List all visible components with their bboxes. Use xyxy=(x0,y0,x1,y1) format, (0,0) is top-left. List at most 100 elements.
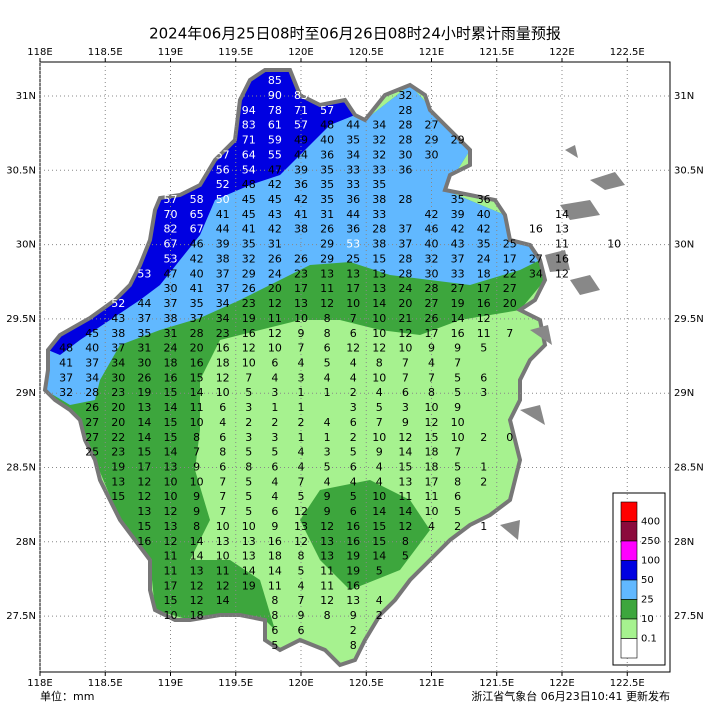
station-value: 83 xyxy=(242,119,256,132)
station-value: 19 xyxy=(242,312,256,325)
station-value: 67 xyxy=(164,238,178,251)
unit-label: 单位：mm xyxy=(40,689,94,703)
station-value: 5 xyxy=(271,446,278,459)
station-value: 8 xyxy=(376,356,383,369)
legend-swatch xyxy=(620,638,638,659)
station-value: 9 xyxy=(193,461,200,474)
station-value: 10 xyxy=(372,431,386,444)
station-value: 10 xyxy=(607,238,621,251)
station-value: 33 xyxy=(451,267,465,280)
station-value: 13 xyxy=(137,505,151,518)
station-value: 5 xyxy=(376,565,383,578)
station-value: 7 xyxy=(454,446,461,459)
station-value: 10 xyxy=(216,386,230,399)
lat-label: 28.5N xyxy=(674,463,704,474)
station-value: 11 xyxy=(268,312,282,325)
station-value: 82 xyxy=(164,223,178,236)
station-value: 12 xyxy=(137,490,151,503)
station-value: 16 xyxy=(555,252,569,265)
station-value: 13 xyxy=(190,565,204,578)
station-value: 12 xyxy=(320,297,334,310)
legend-label: 250 xyxy=(641,536,660,547)
station-value: 83 xyxy=(294,89,308,102)
station-value: 44 xyxy=(346,208,360,221)
station-value: 1 xyxy=(298,401,305,414)
station-value: 41 xyxy=(216,208,230,221)
station-value: 42 xyxy=(451,223,465,236)
station-value: 33 xyxy=(346,178,360,191)
station-value: 13 xyxy=(164,461,178,474)
station-value: 7 xyxy=(402,356,409,369)
station-value: 4 xyxy=(298,356,305,369)
station-value: 5 xyxy=(245,446,252,459)
station-value: 23 xyxy=(294,267,308,280)
station-value: 2 xyxy=(480,475,487,488)
lat-label: 28N xyxy=(16,537,36,548)
station-value: 12 xyxy=(555,267,569,280)
station-value: 7 xyxy=(219,490,226,503)
station-value: 12 xyxy=(320,594,334,607)
station-value: 5 xyxy=(454,386,461,399)
station-value: 70 xyxy=(164,208,178,221)
station-value: 5 xyxy=(245,505,252,518)
station-value: 32 xyxy=(398,89,412,102)
station-value: 28 xyxy=(85,386,99,399)
station-value: 11 xyxy=(216,565,230,578)
station-value: 44 xyxy=(346,119,360,132)
station-value: 12 xyxy=(164,535,178,548)
station-value: 48 xyxy=(242,178,256,191)
station-value: 42 xyxy=(190,252,204,265)
station-value: 59 xyxy=(268,134,282,147)
legend-swatch xyxy=(620,599,638,620)
station-value: 13 xyxy=(555,223,569,236)
station-value: 38 xyxy=(216,252,230,265)
station-value: 45 xyxy=(85,327,99,340)
station-value: 45 xyxy=(268,193,282,206)
station-value: 14 xyxy=(190,535,204,548)
station-value: 47 xyxy=(268,163,282,176)
station-value: 27 xyxy=(529,252,543,265)
station-value: 26 xyxy=(425,312,439,325)
station-value: 18 xyxy=(425,446,439,459)
station-value: 10 xyxy=(242,356,256,369)
station-value: 11 xyxy=(555,238,569,251)
station-value: 43 xyxy=(111,312,125,325)
station-value: 18 xyxy=(477,267,491,280)
station-value: 53 xyxy=(137,267,151,280)
station-value: 3 xyxy=(324,446,331,459)
station-value: 48 xyxy=(320,119,334,132)
station-value: 38 xyxy=(111,327,125,340)
station-value: 11 xyxy=(190,401,204,414)
station-value: 10 xyxy=(190,475,204,488)
station-value: 13 xyxy=(398,475,412,488)
station-value: 11 xyxy=(320,579,334,592)
station-value: 15 xyxy=(372,252,386,265)
station-value: 12 xyxy=(216,371,230,384)
lat-label: 30.5N xyxy=(674,165,704,176)
station-value: 4 xyxy=(376,594,383,607)
station-value: 15 xyxy=(164,431,178,444)
station-value: 22 xyxy=(503,267,517,280)
station-value: 35 xyxy=(477,238,491,251)
station-value: 11 xyxy=(320,282,334,295)
station-value: 17 xyxy=(164,579,178,592)
station-value: 23 xyxy=(111,446,125,459)
station-value: 40 xyxy=(425,238,439,251)
station-value: 20 xyxy=(398,297,412,310)
station-value: 19 xyxy=(242,579,256,592)
station-value: 14 xyxy=(372,297,386,310)
lat-label: 31N xyxy=(674,91,694,102)
station-value: 7 xyxy=(219,505,226,518)
station-value: 58 xyxy=(190,193,204,206)
station-value: 14 xyxy=(216,594,230,607)
station-value: 14 xyxy=(372,550,386,563)
lat-label: 27.5N xyxy=(6,611,36,622)
lon-label: 121.5E xyxy=(479,47,514,58)
station-value: 24 xyxy=(398,282,412,295)
station-value: 0 xyxy=(506,431,513,444)
station-value: 9 xyxy=(193,505,200,518)
station-value: 8 xyxy=(193,520,200,533)
station-value: 8 xyxy=(324,609,331,622)
station-value: 32 xyxy=(372,148,386,161)
station-value: 20 xyxy=(111,416,125,429)
